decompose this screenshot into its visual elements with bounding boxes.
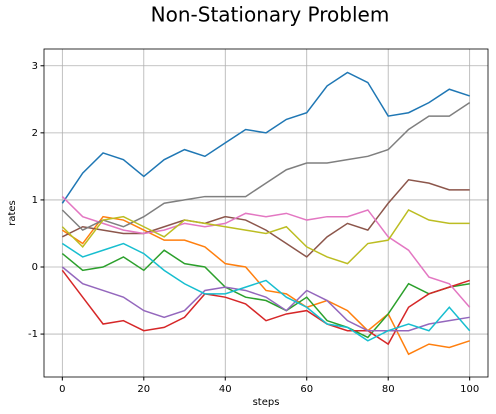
x-tick-label: 40: [219, 384, 232, 395]
x-tick-label: 0: [59, 384, 65, 395]
series-line: [61, 178, 470, 258]
x-tick-label: 100: [460, 384, 479, 395]
series-line: [61, 196, 471, 308]
x-tick-label: 60: [300, 384, 313, 395]
series-line: [61, 71, 470, 204]
series-line: [61, 249, 470, 339]
y-axis-label: rates: [7, 200, 18, 226]
y-tick-label: 3: [32, 61, 38, 72]
y-tick-label: 1: [32, 195, 38, 206]
x-tick-label: 80: [382, 384, 395, 395]
series-line: [61, 242, 471, 342]
series-line: [61, 215, 470, 356]
series-line: [61, 102, 471, 232]
y-tick-label: 0: [32, 262, 38, 273]
x-axis-label: steps: [253, 397, 280, 408]
chart-title: Non-Stationary Problem: [151, 3, 390, 27]
y-tick-label: 2: [32, 128, 38, 139]
series-line: [61, 266, 470, 332]
series-line: [61, 209, 470, 265]
y-tick-label: -1: [28, 329, 38, 340]
series-line: [61, 269, 470, 346]
plot-frame: [43, 48, 489, 378]
x-tick-label: 20: [137, 384, 150, 395]
